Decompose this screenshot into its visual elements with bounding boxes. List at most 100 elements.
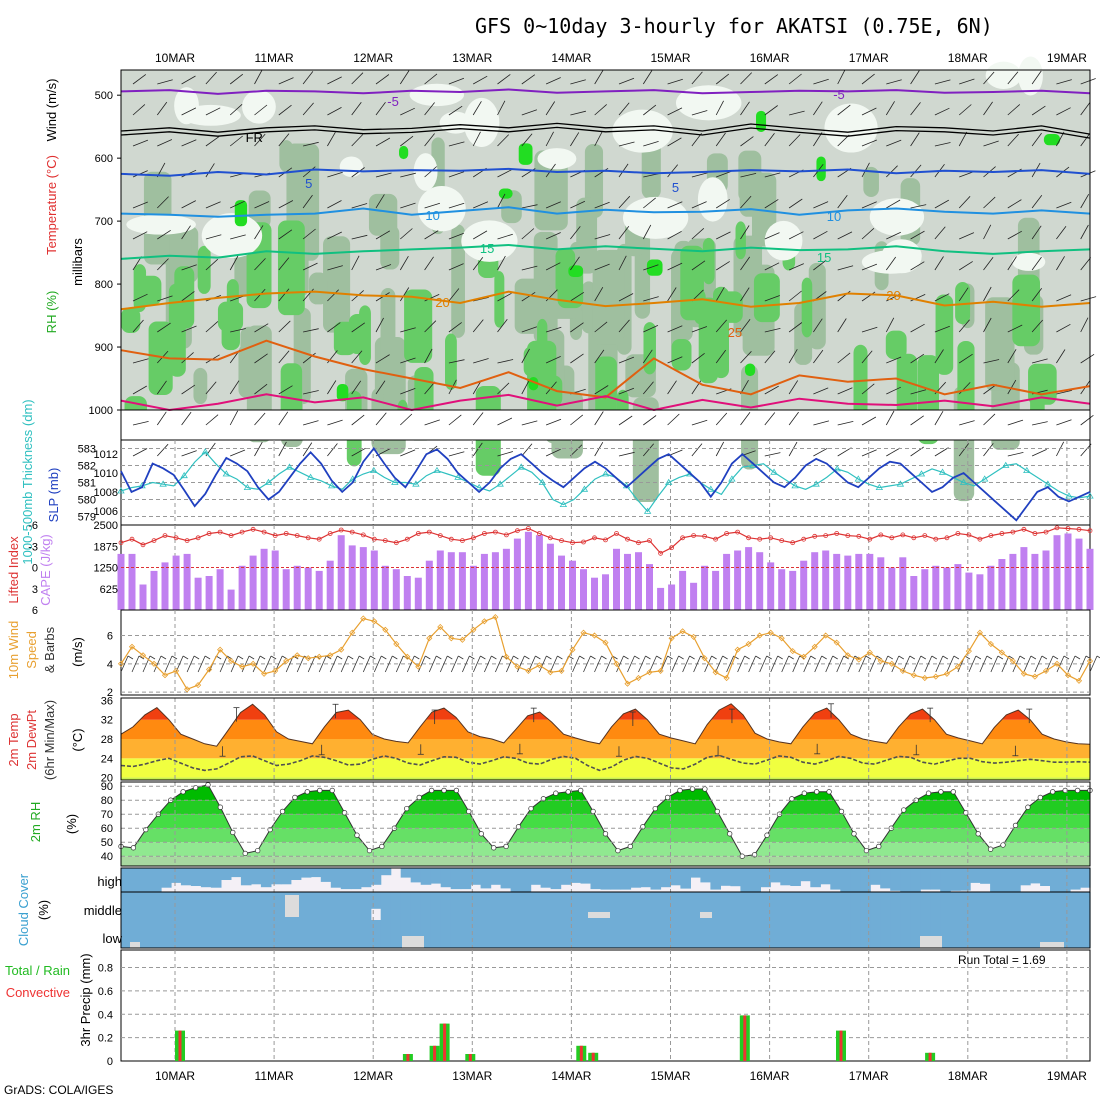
wind-barb xyxy=(1056,79,1072,85)
wind-barb xyxy=(472,412,484,426)
wind-barb xyxy=(448,288,460,302)
cloud-bar xyxy=(860,892,871,920)
axis-label: 1000-500mb Thickness (dm) xyxy=(20,399,35,564)
cape-bar xyxy=(866,553,874,610)
date-label: 18MAR xyxy=(948,1069,988,1083)
wind-barb xyxy=(132,104,146,116)
cape-bar xyxy=(965,572,973,610)
thickness-point xyxy=(222,470,231,477)
cloud-bar xyxy=(620,920,632,948)
cloud-bar xyxy=(290,868,302,880)
axis-label: 2m Temp xyxy=(6,713,21,766)
cloud-bar xyxy=(480,920,492,948)
wind-barb xyxy=(448,263,464,271)
wind-barb xyxy=(278,411,289,426)
wind-barb xyxy=(497,359,514,364)
wind-barb xyxy=(448,171,465,178)
wind-barb xyxy=(618,102,630,116)
wind-barb xyxy=(205,321,219,333)
wind-barb xyxy=(934,107,950,116)
cloud-bar xyxy=(190,868,202,886)
lifted-point xyxy=(768,535,774,541)
wind-barb xyxy=(813,259,827,271)
cloud-bar xyxy=(270,920,282,948)
wind-barb xyxy=(594,655,602,673)
wind-barb xyxy=(278,133,290,147)
wind-barb xyxy=(788,73,802,85)
rh-patch xyxy=(494,271,505,328)
wind-speed-point xyxy=(536,662,543,669)
rh-patch xyxy=(174,266,195,329)
wind-barb xyxy=(327,380,337,395)
dewpoint-line xyxy=(120,754,1091,772)
wind-speed-point xyxy=(404,653,411,660)
rh-point xyxy=(950,789,956,795)
wind-barb xyxy=(740,72,752,85)
wind-barb xyxy=(1056,256,1065,271)
wind-barb xyxy=(618,195,631,209)
wind-speed-point xyxy=(679,628,686,635)
rh-patch xyxy=(193,367,208,405)
cloud-bar xyxy=(430,920,442,948)
wind-barb xyxy=(1007,133,1019,147)
cloud-bar xyxy=(780,892,791,920)
wind-barb xyxy=(340,655,349,673)
axis-label: 2m DewPt xyxy=(24,710,39,770)
wind-barb xyxy=(545,262,561,271)
cloud-bar xyxy=(180,920,192,948)
rh-point xyxy=(1037,794,1043,801)
lifted-point xyxy=(911,535,917,541)
wind-barb xyxy=(837,447,852,457)
cloud-bar xyxy=(650,892,662,920)
y-tick-label: 600 xyxy=(95,153,113,165)
rh-point xyxy=(292,794,298,801)
rh-patch xyxy=(896,353,918,416)
wind-barb xyxy=(715,655,723,673)
wind-barb xyxy=(539,655,547,673)
bottom-date-labels: 10MAR 11MAR 12MAR 13MAR 14MAR 15MAR 16MAR 17MAR… xyxy=(155,1069,1087,1083)
wind-barb xyxy=(934,79,951,85)
cloud-bar xyxy=(870,868,881,885)
cloud-bar xyxy=(780,868,791,886)
axis-label: (m/s) xyxy=(70,637,85,667)
cape-bar xyxy=(414,577,422,610)
axis-label: RH (%) xyxy=(44,291,59,334)
cloud-bar xyxy=(680,920,691,948)
wind-barb xyxy=(521,326,538,333)
cape-bar xyxy=(480,553,488,610)
y-tick-label: 0.2 xyxy=(98,1033,113,1045)
wind-barb xyxy=(910,353,925,364)
lifted-point xyxy=(261,529,267,535)
wind-barb xyxy=(181,75,196,85)
contour-label: 15 xyxy=(480,241,494,256)
wind-barb xyxy=(764,295,780,302)
cloud-bar xyxy=(550,868,562,890)
wind-barb xyxy=(450,655,459,673)
wind-barb xyxy=(327,443,338,457)
wind-speed-point xyxy=(470,626,477,633)
wind-barb xyxy=(535,655,541,660)
cloud-bar xyxy=(760,892,771,920)
wind-speed-point xyxy=(613,660,620,667)
wind-barb xyxy=(132,201,148,209)
wind-barb xyxy=(744,655,750,660)
cloud-bar xyxy=(560,920,572,948)
wind-barb xyxy=(643,264,659,271)
wind-barb xyxy=(270,655,277,660)
rh-dry-patch xyxy=(413,153,438,191)
cloud-bar xyxy=(440,892,452,920)
wind-speed-point xyxy=(382,626,389,633)
wind-barb xyxy=(691,228,705,240)
wind-barb xyxy=(546,655,552,660)
wind-barb xyxy=(132,293,148,302)
cloud-bar xyxy=(121,920,132,948)
cloud-bar xyxy=(690,892,701,920)
cloud-bar xyxy=(900,892,911,920)
wind-barb xyxy=(861,326,878,333)
wind-barb xyxy=(132,448,148,457)
wind-speed-point xyxy=(459,636,466,643)
cloud-bar xyxy=(141,892,152,920)
cloud-clear-patch xyxy=(1040,942,1064,948)
wind-barb xyxy=(375,317,384,333)
y-tick-label: 900 xyxy=(95,342,113,354)
